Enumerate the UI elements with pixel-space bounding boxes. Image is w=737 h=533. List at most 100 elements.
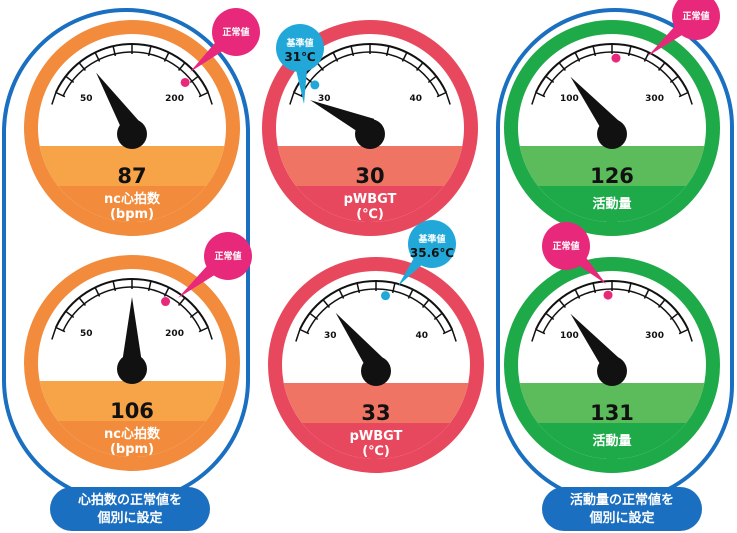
tick-label-max: 40: [409, 94, 422, 104]
scale-tick: [198, 91, 209, 98]
tick-label-max: 200: [165, 94, 184, 104]
scale-end-left: [531, 329, 537, 342]
callout-circle: [204, 232, 252, 280]
scale-tick: [415, 62, 424, 71]
scale-tick: [338, 289, 345, 299]
scale-tick: [316, 62, 325, 71]
scale-tick: [535, 328, 546, 335]
gauge-unit: (bpm): [110, 207, 154, 222]
gauge-unit: (℃): [362, 444, 390, 459]
left-caption: 心拍数の正常値を 個別に設定: [50, 487, 210, 531]
scale-end-left: [295, 329, 301, 342]
value-band: [38, 381, 226, 421]
scale-tick: [198, 326, 209, 333]
scale-tick: [669, 312, 679, 321]
callout-bubble: 正常値: [648, 0, 720, 57]
gauge-act-1: 100 300 126 活動量 正常値: [504, 0, 720, 236]
gauge-label: pWBGT: [350, 429, 403, 444]
scale-tick: [678, 328, 689, 335]
gauge-hr-2: 50 200 106 nc心拍数(bpm) 正常値: [24, 232, 252, 471]
scale-tick: [147, 45, 152, 57]
needle-hub: [117, 354, 147, 384]
scale-tick: [592, 45, 597, 57]
gauge-value: 131: [590, 401, 634, 425]
left-caption-line1: 心拍数の正常値を: [78, 492, 182, 508]
scale-tick: [574, 52, 581, 62]
scale-end-right: [687, 92, 693, 105]
value-band: [518, 383, 706, 423]
scale-tick: [112, 45, 117, 57]
scale-tick: [558, 299, 567, 308]
scale-tick: [293, 91, 304, 98]
scale-tick: [427, 75, 437, 84]
gauge-needle: [335, 312, 384, 372]
scale-tick: [177, 297, 186, 306]
scale-end-left: [289, 92, 295, 105]
scale-tick: [401, 52, 408, 62]
scale-tick: [574, 289, 581, 299]
scale-tick: [627, 45, 632, 57]
scale-tick: [94, 287, 101, 297]
gauge-label: nc心拍数: [104, 426, 161, 442]
right-caption-line1: 活動量の正常値を: [570, 492, 674, 508]
scale-tick: [112, 280, 117, 292]
scale-tick: [309, 312, 319, 321]
scale-tick: [163, 287, 170, 297]
scale-tick: [189, 310, 199, 319]
scale-tick: [545, 312, 555, 321]
value-band: [518, 146, 706, 186]
gauge-unit: (bpm): [110, 442, 154, 457]
needle-hub: [355, 119, 385, 149]
reference-marker: [180, 77, 190, 87]
gauge-value: 33: [361, 401, 390, 425]
gauge-act-2: 100 300 131 活動量 正常値: [504, 222, 720, 473]
scale-tick: [643, 52, 650, 62]
tick-label-min: 30: [324, 331, 337, 341]
callout-title: 基準値: [285, 37, 313, 49]
scale-tick: [669, 75, 679, 84]
scale-tick: [678, 91, 689, 98]
scale-tick: [94, 52, 101, 62]
scale-end-left: [51, 327, 57, 340]
gauge-value: 126: [590, 164, 634, 188]
callout-circle: [542, 222, 590, 270]
value-band: [276, 146, 464, 186]
scale-tick: [332, 52, 339, 62]
scale-end-left: [51, 92, 57, 105]
scale-tick: [65, 75, 75, 84]
left-caption-line2: 個別に設定: [96, 510, 162, 526]
reference-marker: [161, 297, 171, 307]
scale-tick: [627, 282, 632, 294]
scale-tick: [391, 282, 396, 294]
callout-circle: [408, 220, 456, 268]
callout-title: 正常値: [214, 250, 241, 262]
callout-circle: [672, 0, 720, 40]
tick-label-min: 50: [80, 329, 93, 339]
gauge-label: nc心拍数: [104, 191, 161, 207]
tick-label-min: 30: [318, 94, 331, 104]
gauge-label: pWBGT: [344, 192, 397, 207]
scale-end-right: [687, 329, 693, 342]
scale-end-right: [445, 92, 451, 105]
reference-marker: [603, 290, 613, 300]
gauge-label: 活動量: [592, 196, 631, 212]
scale-end-right: [451, 329, 457, 342]
callout-value: 35.6℃: [410, 246, 454, 260]
callout-bubble: 正常値: [178, 232, 252, 298]
tick-label-min: 50: [80, 94, 93, 104]
scale-tick: [545, 75, 555, 84]
scale-tick: [385, 45, 390, 57]
scale-tick: [657, 299, 666, 308]
scale-tick: [433, 312, 443, 321]
scale-tick: [436, 91, 447, 98]
needle-hub: [117, 119, 147, 149]
reference-marker: [611, 53, 621, 63]
scale-tick: [421, 299, 430, 308]
scale-tick: [55, 91, 66, 98]
callout-value: 31℃: [284, 50, 315, 64]
